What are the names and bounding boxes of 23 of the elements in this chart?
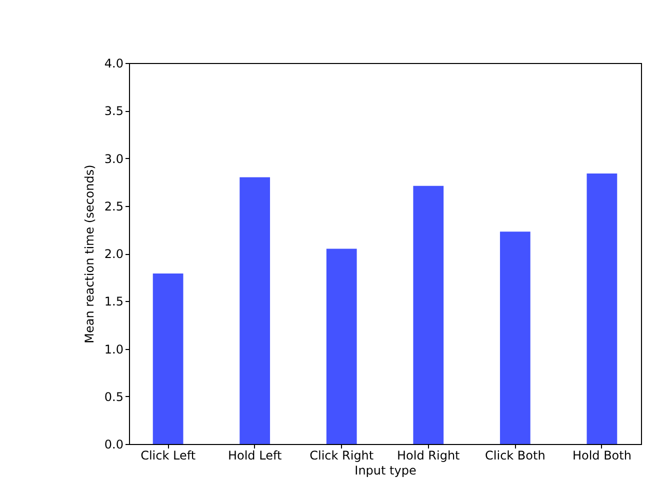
- y-tick-label: 1.0: [104, 342, 124, 356]
- bar: [500, 232, 530, 444]
- y-tick-label: 0.5: [104, 390, 124, 404]
- y-axis-title: Mean reaction time (seconds): [82, 164, 96, 344]
- x-tick-label: Click Left: [140, 448, 196, 462]
- x-tick-label: Click Both: [485, 448, 546, 462]
- bar: [240, 177, 270, 444]
- y-tick-label: 2.0: [104, 247, 124, 261]
- x-tick-label: Click Right: [310, 448, 374, 462]
- bar: [152, 274, 184, 444]
- x-axis-title: Input type: [354, 464, 416, 478]
- y-tick-label: 3.5: [104, 104, 124, 118]
- x-tick-label: Hold Both: [572, 448, 632, 462]
- y-tick-label: 0.0: [104, 438, 124, 452]
- y-tick-label: 2.5: [104, 199, 124, 214]
- bar: [413, 186, 444, 444]
- bar: [586, 173, 618, 444]
- y-tick-label: 3.0: [104, 152, 124, 166]
- x-tick-label: Hold Left: [228, 448, 282, 462]
- y-tick-label: 1.5: [104, 294, 124, 309]
- x-tick-label: Hold Right: [397, 448, 460, 462]
- bar: [326, 248, 357, 444]
- y-tick-label: 4.0: [104, 56, 124, 70]
